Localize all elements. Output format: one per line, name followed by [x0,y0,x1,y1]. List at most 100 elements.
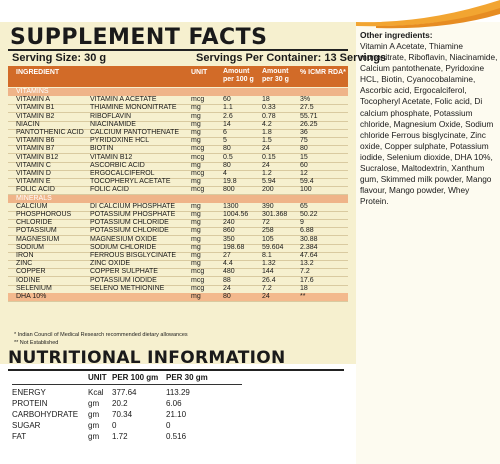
cell-per100: 6 [223,129,227,136]
cell-rda: 12 [300,170,308,177]
cell-per100: 4 [223,170,227,177]
nutrition-cell-name: CARBOHYDRATE [12,410,79,419]
cell-source: VITAMIN A ACETATE [90,96,157,104]
cell-name: PHOSPHOROUS [16,211,72,218]
cell-unit: mg [191,202,201,210]
cell-name: POTASSIUM [16,227,57,235]
nutrition-cell-name: PROTEIN [12,399,48,408]
cell-rda: 26.25 [300,120,318,128]
vitamin-row: NIACIN NIACINAMIDE mg 14 4.2 26.25 [8,121,348,130]
mineral-row: SODIUM SODIUM CHLORIDE mg 198.68 59.604 2.384 [8,244,348,253]
nutrition-title-divider [8,369,344,371]
cell-source: RIBOFLAVIN [90,112,132,120]
cell-rda: 80 [300,145,308,153]
mineral-row: ZINC ZINC OXIDE mg 4.4 1.32 13.2 [8,260,348,270]
cell-rda: 65 [300,202,308,210]
cell-unit: mcg [191,268,205,276]
vitamin-row: VITAMIN D ERGOCALCIFEROL mcg 4 1.2 12 [8,170,348,179]
nutrition-cell-per100: 20.2 [112,399,128,408]
cell-per30: 59.604 [262,243,284,251]
cell-rda: 3% [300,96,311,104]
nutrition-cell-unit: gm [88,432,100,441]
cell-per100: 240 [223,219,235,227]
cell-source: DI CALCIUM PHOSPHATE [90,202,176,210]
cell-per30: 4.2 [262,120,272,128]
cell-rda: 59.4 [300,178,314,186]
cell-rda: 18 [300,284,308,292]
cell-unit: mg [191,178,201,186]
section-label: MINERALS [16,194,52,202]
nutrition-row: ENERGY Kcal 377.64 113.29 [12,387,342,398]
cell-per30: 144 [262,268,274,276]
cell-per100: 80 [223,161,231,169]
cell-name: COPPER [16,268,46,276]
cell-rda: 100 [300,186,312,194]
nutrition-header-per100: PER 100 gm [112,373,159,382]
nutrition-header-per30: PER 30 gm [166,373,208,382]
cell-rda: 2.384 [300,243,318,251]
vitamin-row: VITAMIN B6 PYRIDOXINE HCL mg 5 1.5 75 [8,137,348,147]
cell-per100: 60 [223,96,231,104]
cell-per30: 5.94 [262,178,276,186]
cell-name: VITAMIN B7 [16,145,55,153]
mineral-row: POTASSIUM POTASSIUM CHLORIDE mg 860 258 6.88 [8,227,348,237]
nutrition-cell-per100: 377.64 [112,388,137,397]
supplement-facts-title: SUPPLEMENT FACTS [10,25,268,50]
cell-unit: mg [191,120,201,128]
cell-name: VITAMIN D [16,170,51,177]
nutrition-cell-unit: gm [88,399,100,408]
other-ingredients-title: Other ingredients: [360,30,433,40]
table-header: INGREDIENT UNIT Amount per 100 g Amount … [8,66,348,87]
cell-unit: mg [191,112,201,120]
mineral-row: CHLORIDE POTASSIUM CHLORIDE mg 240 72 9 [8,219,348,229]
cell-per100: 80 [223,293,231,300]
cell-name: NIACIN [16,120,40,128]
mineral-row: CALCIUM DI CALCIUM PHOSPHATE mg 1300 390 65 [8,203,348,212]
header-per30-line2: per 30 g [262,76,289,83]
cell-per30: 0.15 [262,153,276,161]
cell-per30: 24 [262,161,270,169]
cell-source: BIOTIN [90,145,114,153]
cell-per30: 258 [262,227,274,235]
header-ingredient: INGREDIENT [16,69,60,76]
cell-source: FOLIC ACID [90,186,129,194]
cell-unit: mcg [191,96,205,104]
nutrition-row: PROTEIN gm 20.2 6.06 [12,398,342,409]
cell-source: POTASSIUM CHLORIDE [90,227,169,235]
other-ingredients-text: Vitamin A Acetate, Thiamine mononitrate,… [360,41,498,207]
cell-per30: 72 [262,219,270,227]
vitamin-row: PANTOTHENIC ACID CALCIUM PANTOTHENATE mg 6 1… [8,129,348,138]
cell-unit: mcg [191,153,205,161]
cell-source: CALCIUM PANTOTHENATE [90,129,180,136]
vitamin-row: VITAMIN A VITAMIN A ACETATE mcg 60 18 3% [8,96,348,106]
nutrition-header-divider [12,384,242,385]
nutrition-row: CARBOHYDRATE gm 70.34 21.10 [12,409,342,420]
cell-name: CHLORIDE [16,219,53,227]
cell-per30: 200 [262,186,274,194]
cell-per100: 88 [223,276,231,284]
cell-rda: 17.6 [300,276,314,284]
cell-rda: ** [300,293,306,300]
cell-rda: 75 [300,137,308,145]
cell-unit: mg [191,227,201,235]
cell-unit: mg [191,235,201,243]
cell-unit: mg [191,104,201,112]
nutrition-cell-per30: 21.10 [166,410,187,419]
right-background [356,22,500,464]
header-per100-line2: per 100 g [223,76,254,83]
footnote-icmr: * Indian Council of Medical Research rec… [14,332,188,338]
cell-name: VITAMIN B6 [16,137,55,145]
nutrition-cell-unit: gm [88,421,100,430]
header-icmr-rda: % ICMR RDA* [300,69,346,76]
cell-unit: mg [191,293,201,300]
vitamin-row: VITAMIN E TOCOPHERYL ACETATE mg 19.8 5.94 59.… [8,178,348,188]
cell-unit: mg [191,260,201,268]
cell-source: MAGNESIUM OXIDE [90,235,157,243]
cell-name: IRON [16,252,34,259]
cell-name: VITAMIN B2 [16,112,55,120]
cell-per100: 27 [223,252,231,259]
cell-per30: 0.78 [262,112,276,120]
cell-source: PYRIDOXINE HCL [90,137,150,145]
header-per30-line1: Amount [262,68,289,75]
cell-per100: 4.4 [223,260,233,268]
